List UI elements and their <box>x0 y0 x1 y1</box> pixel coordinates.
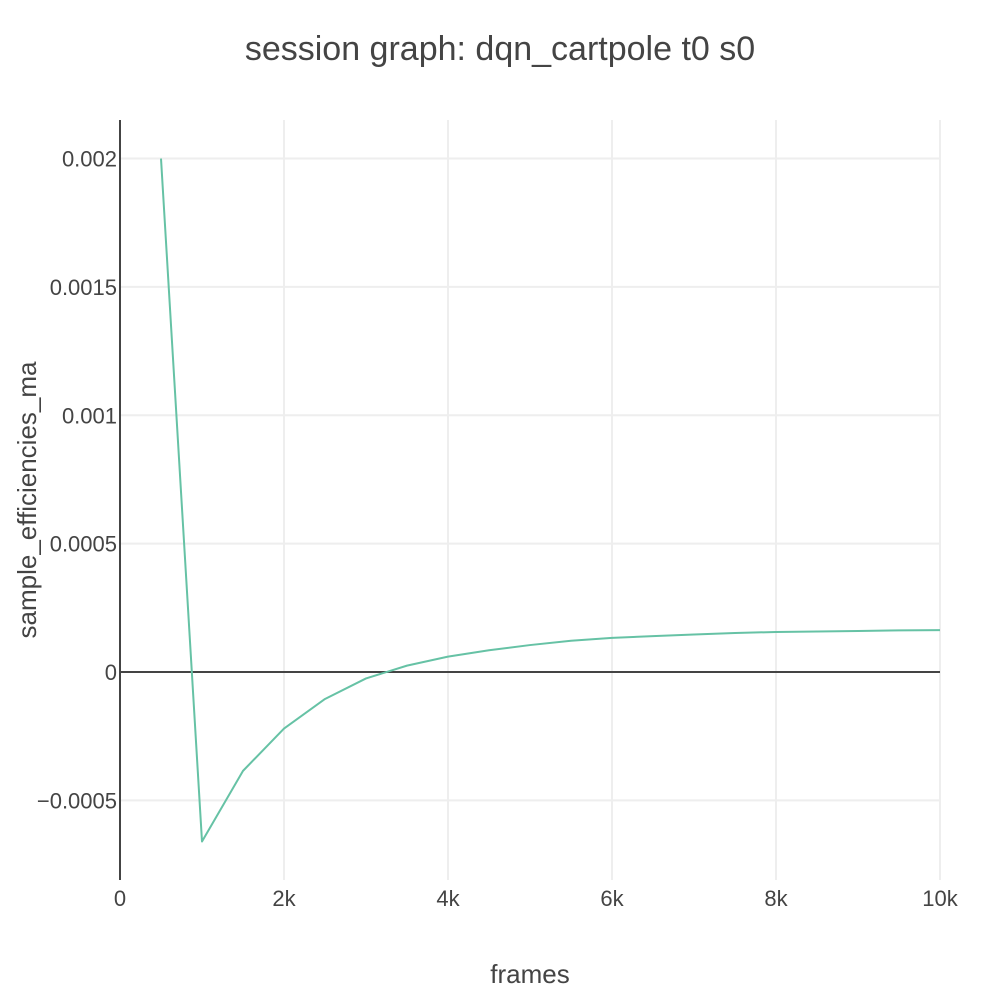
y-tick-labels: −0.0005 0 0.0005 0.001 0.0015 0.002 <box>37 147 117 814</box>
y-gridlines <box>120 157 940 802</box>
y-tick-label: 0.002 <box>62 147 117 172</box>
y-tick-label: 0.0005 <box>50 532 117 557</box>
x-tick-label: 8k <box>764 886 788 911</box>
y-axis-title: sample_efficiencies_ma <box>12 361 42 639</box>
x-tick-label: 10k <box>922 886 958 911</box>
x-tick-label: 2k <box>272 886 296 911</box>
x-tick-label: 0 <box>114 886 126 911</box>
x-tick-label: 4k <box>436 886 460 911</box>
x-gridlines <box>283 120 941 880</box>
axes <box>119 120 940 880</box>
x-axis-title: frames <box>490 959 569 989</box>
series-layer <box>160 158 941 843</box>
y-tick-label: −0.0005 <box>37 788 117 813</box>
x-tick-labels: 0 2k 4k 6k 8k 10k <box>114 886 959 911</box>
series-line-0 <box>160 158 941 843</box>
y-tick-label: 0 <box>105 660 117 685</box>
y-tick-label: 0.0015 <box>50 275 117 300</box>
y-tick-label: 0.001 <box>62 403 117 428</box>
x-tick-label: 6k <box>600 886 624 911</box>
chart-title: session graph: dqn_cartpole t0 s0 <box>245 30 755 68</box>
